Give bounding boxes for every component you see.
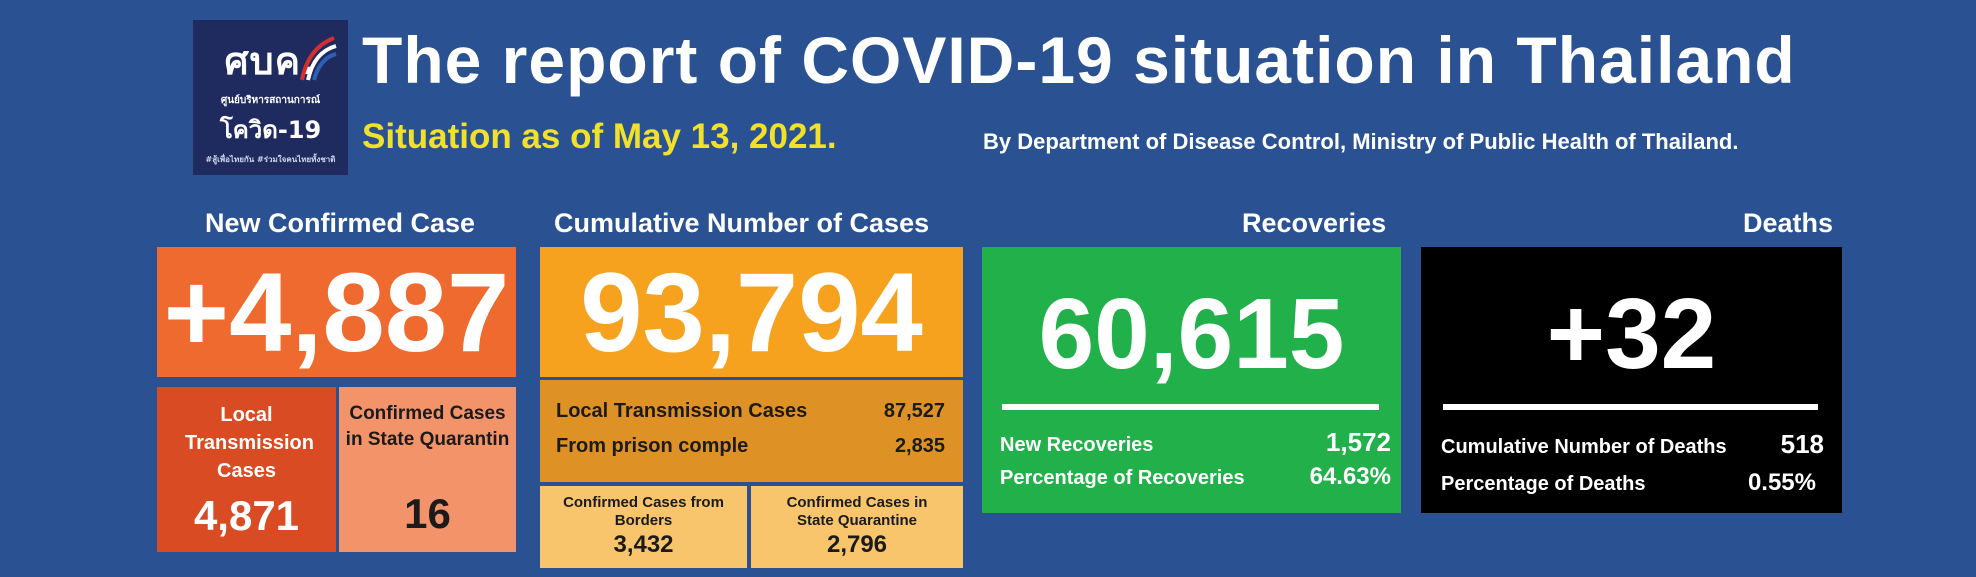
- cum-borders-label: Confirmed Cases from Borders: [563, 494, 724, 529]
- cum-prison-label: From prison comple: [556, 435, 749, 457]
- new-recoveries-value: 1,572: [1325, 427, 1391, 457]
- deaths-heading: Deaths: [1743, 208, 1834, 238]
- cumulative-deaths-row: Cumulative Number of Deaths 518: [1441, 429, 1824, 460]
- new-local-label: Local Transmission Cases: [185, 404, 314, 482]
- logo-covid-text: โควิด-19: [219, 115, 322, 144]
- new-sq-value: 16: [404, 490, 451, 537]
- logo-main-text: ศบค.: [224, 38, 317, 83]
- recoveries-heading: Recoveries: [1242, 208, 1387, 238]
- recovery-pct-row: Percentage of Recoveries 64.63%: [1000, 463, 1391, 491]
- deaths-pct-row: Percentage of Deaths 0.55%: [1441, 469, 1824, 497]
- cum-local-value: 87,527: [883, 400, 945, 422]
- page-title: The report of COVID-19 situation in Thai…: [362, 23, 1796, 97]
- recoveries-value: 60,615: [1038, 278, 1345, 390]
- cumulative-deaths-value: 518: [1780, 429, 1824, 459]
- cumulative-deaths-label: Cumulative Number of Deaths: [1441, 436, 1727, 458]
- situation-date: Situation as of May 13, 2021.: [362, 117, 837, 156]
- deaths-divider: [1443, 404, 1818, 410]
- deaths-card: +32 Cumulative Number of Deaths 518 Perc…: [1421, 247, 1842, 513]
- new-confirmed-heading: New Confirmed Case: [205, 208, 476, 238]
- new-state-quarantine-card: Confirmed Cases in State Quarantin 16: [339, 387, 516, 552]
- new-local-value: 4,871: [193, 492, 300, 539]
- new-local-card: Local Transmission Cases 4,871: [157, 387, 336, 552]
- cumulative-breakdown: Local Transmission Cases 87,527 From pri…: [540, 380, 963, 482]
- deaths-pct-value: 0.55%: [1747, 469, 1816, 496]
- cum-prison-row: From prison comple 2,835: [556, 435, 945, 458]
- logo-sub-text: ศูนย์บริหารสถานการณ์: [220, 94, 321, 106]
- logo-tagline: #สู้เพื่อไทยกัน #ร่วมใจคนไทยทั้งชาติ: [205, 154, 336, 164]
- cum-sq-value: 2,796: [826, 531, 888, 558]
- byline: By Department of Disease Control, Minist…: [983, 129, 1739, 154]
- cumulative-value: 93,794: [540, 247, 963, 377]
- cum-sq-card: Confirmed Cases in State Quarantine 2,79…: [751, 486, 963, 568]
- new-recoveries-label: New Recoveries: [1000, 434, 1154, 456]
- cum-local-label: Local Transmission Cases: [556, 400, 808, 422]
- recoveries-divider: [1002, 404, 1379, 410]
- cum-borders-value: 3,432: [613, 531, 674, 558]
- recovery-pct-label: Percentage of Recoveries: [1000, 467, 1245, 489]
- cumulative-heading: Cumulative Number of Cases: [554, 208, 930, 238]
- cum-sq-label: Confirmed Cases in State Quarantine: [786, 494, 928, 529]
- recoveries-card: 60,615 New Recoveries 1,572 Percentage o…: [982, 247, 1401, 513]
- cum-prison-value: 2,835: [894, 435, 945, 457]
- recovery-pct-value: 64.63%: [1309, 463, 1391, 490]
- flag-stripes-icon: [300, 36, 337, 81]
- cum-borders-card: Confirmed Cases from Borders 3,432: [540, 486, 747, 568]
- new-confirmed-value: +4,887: [157, 247, 516, 377]
- ccsa-logo: ศบค. ศูนย์บริหารสถานการณ์ โควิด-19 #สู้เ…: [193, 20, 348, 175]
- deaths-pct-label: Percentage of Deaths: [1441, 473, 1646, 495]
- new-sq-label: Confirmed Cases in State Quarantin: [345, 403, 510, 450]
- deaths-value: +32: [1546, 278, 1717, 390]
- new-recoveries-row: New Recoveries 1,572: [1000, 427, 1391, 458]
- cum-local-row: Local Transmission Cases 87,527: [556, 400, 945, 423]
